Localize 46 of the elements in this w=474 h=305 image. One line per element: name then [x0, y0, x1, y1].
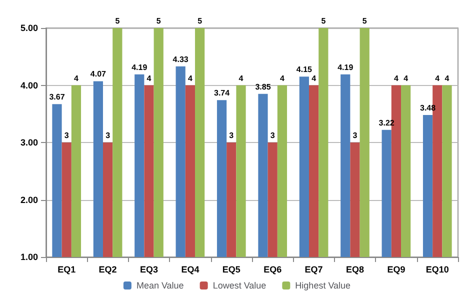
data-label: 4: [280, 74, 285, 83]
data-label: 4: [435, 74, 440, 83]
data-label: 4: [394, 74, 399, 83]
data-label: 3.85: [255, 82, 272, 92]
data-label: 3.74: [214, 88, 230, 98]
y-tick-label: 2.00: [20, 194, 38, 205]
data-label: 3: [106, 131, 111, 140]
data-label: 4: [146, 74, 152, 83]
data-label: 3.67: [49, 92, 66, 102]
data-label: 3: [270, 131, 276, 140]
x-tick-label: EQ5: [222, 264, 240, 274]
x-tick-label: EQ9: [387, 264, 406, 274]
data-label: 4.07: [90, 70, 107, 79]
y-tick-label: 4.00: [20, 80, 38, 90]
data-label: 4: [404, 74, 409, 83]
x-tick-label: EQ2: [98, 264, 117, 274]
data-label: 3: [352, 131, 358, 140]
data-label: 4: [238, 74, 244, 83]
x-tick-label: EQ1: [58, 264, 76, 274]
data-label: 3: [229, 131, 234, 140]
y-tick-label: 3.00: [20, 138, 38, 148]
data-label: 4.19: [338, 62, 354, 72]
data-label: 5: [198, 16, 203, 26]
data-label: 5: [115, 16, 120, 26]
x-tick-label: EQ6: [264, 264, 282, 274]
data-label: 4: [444, 74, 450, 83]
x-tick-label: EQ10: [426, 264, 449, 274]
data-label: 5: [321, 16, 326, 26]
data-label: 5: [156, 16, 162, 26]
data-label: 3: [64, 131, 70, 140]
x-tick-label: EQ8: [346, 264, 364, 274]
x-tick-label: EQ4: [181, 264, 200, 274]
data-label: 4: [188, 74, 193, 83]
data-label: 4: [312, 74, 317, 83]
data-label: 5: [362, 16, 368, 26]
data-label: 4.19: [132, 62, 148, 72]
legend-label: Lowest Value: [212, 280, 266, 290]
data-label: 4.15: [296, 65, 313, 74]
data-label: 4: [74, 74, 79, 83]
data-label: 4.33: [172, 54, 189, 64]
y-tick-label: 5.00: [20, 23, 38, 33]
x-tick-label: EQ7: [304, 264, 323, 274]
legend-label: Highest Value: [295, 280, 351, 290]
x-tick-label: EQ3: [140, 264, 158, 274]
legend-label: Mean Value: [136, 280, 184, 290]
y-tick-label: 1.00: [20, 252, 38, 262]
